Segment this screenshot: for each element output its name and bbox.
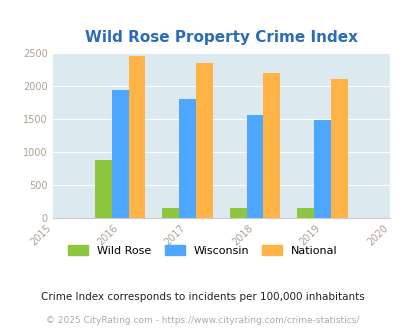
Bar (313, 120, 330, 218)
Bar (296, 208, 313, 218)
Bar (229, 208, 246, 218)
Bar (111, 90, 128, 218)
Bar (263, 73, 279, 218)
Text: Crime Index corresponds to incidents per 100,000 inhabitants: Crime Index corresponds to incidents per… (41, 292, 364, 302)
Bar (246, 115, 263, 218)
Bar (128, 56, 145, 218)
Title: Wild Rose Property Crime Index: Wild Rose Property Crime Index (85, 30, 357, 45)
Bar (179, 99, 196, 218)
Legend: Wild Rose, Wisconsin, National: Wild Rose, Wisconsin, National (64, 241, 341, 260)
Text: © 2025 CityRating.com - https://www.cityrating.com/crime-statistics/: © 2025 CityRating.com - https://www.city… (46, 315, 359, 325)
Bar (196, 63, 212, 218)
Bar (162, 208, 179, 218)
Bar (330, 79, 347, 218)
Bar (95, 160, 111, 218)
